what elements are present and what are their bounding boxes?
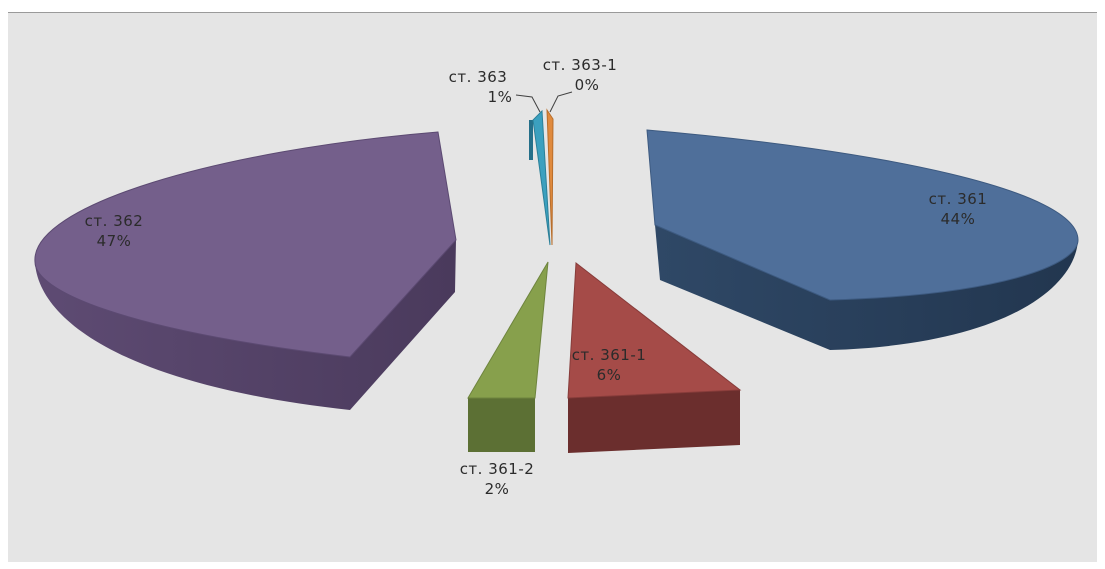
slice-st-362 <box>34 131 457 358</box>
slice-side-st-361 <box>655 225 1078 350</box>
label-st-361-2-name: ст. 361-2 <box>460 460 535 478</box>
slice-side-st-361-1 <box>568 390 740 453</box>
label-st-361-name: ст. 361 <box>929 190 988 208</box>
slice-st-363-1 <box>546 108 554 246</box>
slice-side-st-362 <box>35 240 456 410</box>
label-st-363-1-percent: 0% <box>575 76 600 94</box>
leader-line-st-363 <box>515 94 541 113</box>
slice-side-st-363 <box>529 120 533 160</box>
label-st-363-name: ст. 363 <box>449 68 508 86</box>
label-st-361-percent: 44% <box>941 210 976 228</box>
label-st-362-percent: 47% <box>97 232 132 250</box>
leader-line-st-363-1 <box>549 91 573 113</box>
label-st-361-2-percent: 2% <box>485 480 510 498</box>
slice-st-361-2 <box>467 261 549 399</box>
slice-st-361 <box>646 129 1079 301</box>
slice-st-363 <box>532 109 551 246</box>
slice-side-st-361-2 <box>468 398 535 452</box>
label-st-363-percent: 1% <box>488 88 513 106</box>
label-st-361-1-percent: 6% <box>597 366 622 384</box>
slice-st-361-1 <box>567 262 742 399</box>
label-st-361-1-name: ст. 361-1 <box>572 346 647 364</box>
label-st-362-name: ст. 362 <box>85 212 144 230</box>
label-st-363-1-name: ст. 363-1 <box>543 56 618 74</box>
